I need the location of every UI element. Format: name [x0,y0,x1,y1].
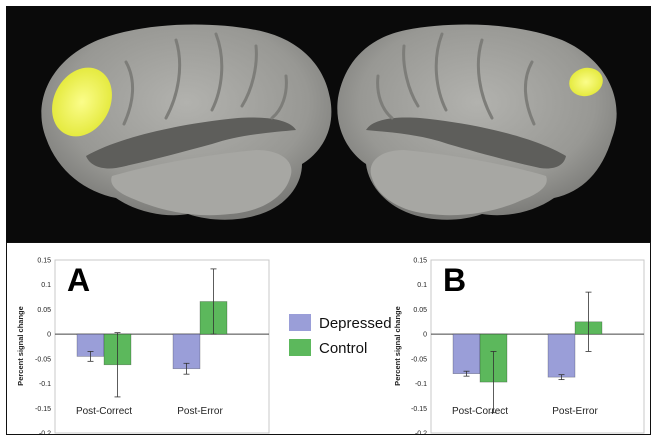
panel-a-categories: Post-Correct Post-Error [76,406,224,417]
category-label: Post-Error [552,406,598,417]
panel-b-y-axis-title: Percent signal change [393,306,402,386]
right-hemisphere [337,24,617,220]
bar-depressed-post-correct [452,333,481,374]
panel-b-bars [452,291,603,414]
y-tick-label: 0.05 [413,307,427,314]
y-tick-label: -0.1 [415,381,427,388]
bar-charts-svg: 0.15 0.1 0.05 0 -0.05 -0.1 -0.15 -0.2 Post-Corr… [16,258,645,435]
legend: Depressed Control [289,314,392,357]
category-label: Post-Correct [76,406,132,417]
brain-surface-panel [6,6,651,242]
right-temporal-lobe [370,150,547,216]
panel-b: 0.15 0.1 0.05 0 -0.05 -0.1 -0.15 -0.2 Post-Corr… [393,258,645,435]
y-tick-label: 0.15 [413,258,427,265]
y-tick-label: -0.15 [35,406,51,413]
panel-b-y-ticks: 0.15 0.1 0.05 0 -0.05 -0.1 -0.15 -0.2 [411,258,427,435]
left-activation-cluster [52,67,112,137]
left-sylvian-fissure [86,117,296,169]
panel-a-letter: A [67,262,90,298]
panel-b-plot-area [430,259,645,434]
y-tick-label: -0.1 [39,381,51,388]
y-tick-label: 0.1 [417,282,427,289]
y-tick-label: 0 [47,332,51,339]
right-activation-cluster [569,67,603,97]
legend-label-control: Control [319,340,367,357]
bar-depressed-post-error [547,333,576,378]
y-tick-label: -0.2 [39,431,51,435]
y-tick-label: 0.1 [41,282,51,289]
y-tick-label: -0.15 [411,406,427,413]
y-tick-label: 0 [423,332,427,339]
category-label: Post-Correct [452,406,508,417]
y-tick-label: -0.2 [415,431,427,435]
left-hemisphere [41,24,332,220]
y-tick-label: 0.05 [37,307,51,314]
panel-a-y-ticks: 0.15 0.1 0.05 0 -0.05 -0.1 -0.15 -0.2 [35,258,51,435]
legend-swatch-control [289,339,311,356]
left-sulci [122,32,288,126]
y-tick-label: -0.05 [35,356,51,363]
left-temporal-lobe [111,150,292,216]
y-tick-label: -0.05 [411,356,427,363]
right-sulci [376,32,536,126]
panel-a: 0.15 0.1 0.05 0 -0.05 -0.1 -0.15 -0.2 Post-Corr… [16,258,270,435]
brain-renderings [41,24,617,220]
legend-label-depressed: Depressed [319,315,392,332]
bar-charts-panel: 0.15 0.1 0.05 0 -0.05 -0.1 -0.15 -0.2 Post-Corr… [6,242,651,435]
panel-b-letter: B [443,262,466,298]
panel-a-bars [76,268,228,398]
panel-a-plot-area [54,259,270,434]
panel-a-y-axis-title: Percent signal change [16,306,25,386]
y-tick-label: 0.15 [37,258,51,265]
legend-swatch-depressed [289,314,311,331]
category-label: Post-Error [177,406,223,417]
panel-b-categories: Post-Correct Post-Error [452,406,599,417]
right-sylvian-fissure [366,117,566,169]
